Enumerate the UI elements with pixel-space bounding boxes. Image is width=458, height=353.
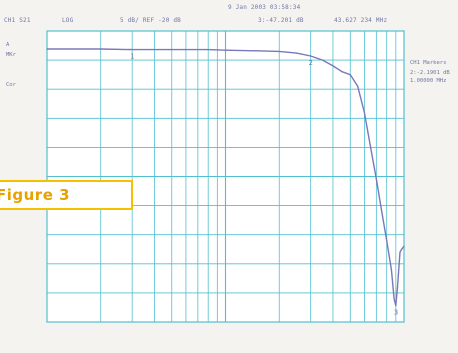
trace-point (393, 298, 395, 300)
marker-label: 3 (394, 309, 398, 317)
trace-point (224, 49, 227, 51)
trace-point (390, 269, 392, 271)
header-marker-value: 3:-47.201 dB (258, 17, 304, 24)
marker-label: 1 (130, 53, 134, 61)
trace-point (386, 239, 388, 242)
trace-point (278, 50, 280, 53)
trace-layer (46, 48, 405, 307)
left-marker-a: A (6, 42, 10, 48)
trace-point (375, 178, 377, 180)
figure-label: Figure 3 (0, 180, 133, 210)
trace-point (332, 65, 334, 67)
left-marker-cor: Cor (6, 82, 16, 88)
marker-label: 2 (309, 59, 313, 67)
trace-point (399, 251, 401, 253)
header-channel: CH1 S21 (4, 17, 31, 24)
trace-point (363, 111, 365, 114)
trace-point (396, 286, 399, 288)
trace-point (100, 48, 102, 50)
trace-point (381, 210, 383, 212)
grid (46, 30, 405, 323)
trace-point (357, 85, 359, 87)
trace-point (171, 49, 173, 51)
trace-point (295, 52, 298, 54)
trace-point (341, 71, 343, 73)
right-panel-title: CH1 Markers (410, 60, 447, 66)
trace-point (322, 59, 324, 61)
header-date: 9 Jan 2003 03:58:34 (228, 4, 301, 11)
right-panel-freq: 1.00000 MHz (410, 78, 447, 84)
marker-layer: 1 2 3 (130, 53, 398, 317)
trace-point (401, 248, 403, 250)
trace-point (46, 48, 48, 50)
trace-point (256, 50, 258, 52)
header-format: LOG (62, 17, 74, 24)
trace-point (370, 146, 372, 148)
left-marker-mkr: MKr (6, 52, 16, 58)
trace-point (207, 49, 209, 51)
trace-point (349, 74, 351, 76)
trace-point (310, 55, 312, 57)
trace-point (395, 305, 397, 307)
trace-point (131, 49, 133, 51)
trace-point (403, 245, 405, 247)
header-scale: 5 dB/ REF -20 dB (120, 17, 181, 24)
header-marker-freq: 43.627 234 MHz (334, 17, 388, 24)
right-panel-value: 2:-2.1901 dB (410, 70, 450, 76)
